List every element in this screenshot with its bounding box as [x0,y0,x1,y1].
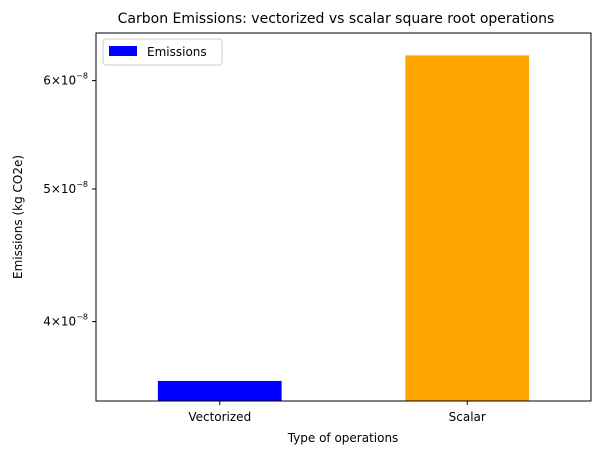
bar-vectorized [157,380,282,401]
x-axis-ticks: Vectorized Scalar [188,401,486,424]
bar-scalar [405,55,530,401]
plot-frame [95,32,592,402]
y-tick-label: 5×10−8 [43,180,88,196]
x-tick-label: Scalar [449,410,486,424]
legend-swatch [109,46,137,56]
y-tick-label: 6×10−8 [43,72,88,88]
legend-label: Emissions [147,45,207,59]
y-axis-ticks: 4×10−8 5×10−8 6×10−8 [43,72,96,329]
chart-title: Carbon Emissions: vectorized vs scalar s… [118,11,555,27]
y-tick-label: 4×10−8 [43,313,88,329]
x-axis-label: Type of operations [287,431,399,445]
y-axis-label: Emissions (kg CO2e) [11,155,25,279]
x-tick-label: Vectorized [188,410,251,424]
bars [157,55,530,401]
legend-box [102,38,223,66]
legend: Emissions [102,38,223,66]
